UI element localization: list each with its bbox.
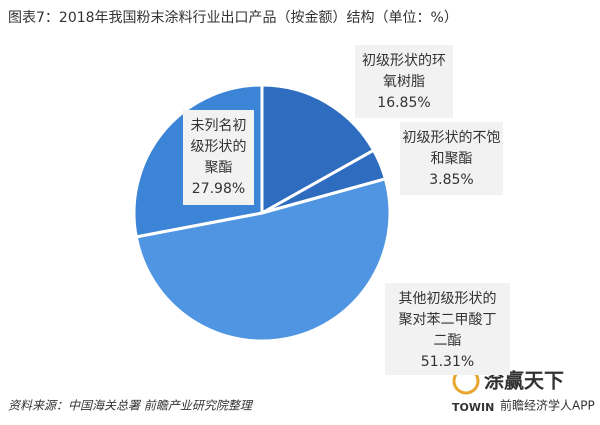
logo-app: 前瞻经济学人APP [500, 398, 595, 413]
pie-slice [260, 83, 376, 216]
slice-label: 初级形状的不饱和聚酯 [403, 129, 501, 167]
slice-label: 其他初级形状的聚对苯二甲酸丁二酯 [399, 290, 497, 349]
value-label: 27.98% [192, 181, 245, 197]
slice-label: 未列名初级形状的聚酯 [191, 117, 247, 176]
value-label: 16.85% [377, 95, 430, 111]
value-label: 51.31% [421, 354, 474, 370]
source-note: 资料来源：中国海关总署 前瞻产业研究院整理 [8, 399, 254, 413]
label-box [385, 283, 510, 375]
slice-label: 初级形状的环氧树脂 [362, 52, 446, 90]
value-label: 3.85% [429, 172, 473, 188]
label-box [183, 110, 254, 205]
pie-slice [134, 177, 392, 343]
logo-brand-en: TOWIN [452, 401, 494, 414]
label-box [400, 122, 503, 195]
chart-title: 图表7：2018年我国粉末涂料行业出口产品（按金额）结构（单位：%） [8, 10, 458, 26]
label-box [355, 45, 453, 118]
